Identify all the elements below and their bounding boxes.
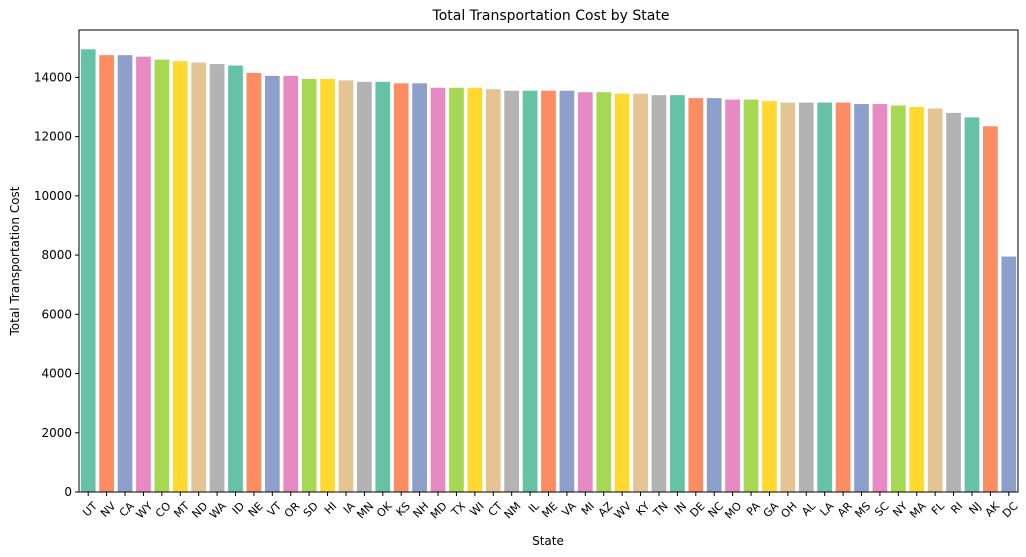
y-axis: 0 2000 4000 6000 8000 10000 12000 14000 (34, 70, 79, 499)
bar-ri (946, 112, 961, 493)
y-tick-label: 8000 (41, 248, 72, 262)
bar-oh (780, 102, 796, 492)
y-tick-label: 0 (64, 485, 72, 499)
bar-wa (209, 64, 225, 492)
bar-ms (854, 104, 869, 492)
bar-ks (393, 83, 409, 492)
bar-tx (449, 87, 464, 492)
bar-mn (357, 81, 372, 492)
bar-sc (872, 104, 888, 492)
bar-va (559, 90, 575, 493)
bar-ut (80, 49, 96, 492)
bar-ky (633, 93, 648, 493)
bar-mi (577, 92, 593, 492)
bar-ne (246, 72, 262, 492)
y-tick-label: 10000 (34, 189, 72, 203)
bar-wi (467, 87, 483, 492)
bar-mt (172, 61, 188, 492)
bar-ia (338, 80, 354, 492)
bar-ma (909, 107, 925, 492)
bar-nc (706, 98, 722, 493)
chart-title: Total Transportation Cost by State (432, 8, 670, 24)
y-tick-label: 6000 (41, 307, 72, 321)
y-axis-label: Total Transportation Cost (8, 186, 22, 336)
bar-pa (743, 99, 759, 492)
x-axis-label: State (532, 534, 564, 548)
y-tick-label: 14000 (34, 70, 72, 84)
bar-la (817, 102, 833, 492)
y-tick-label: 12000 (34, 130, 72, 144)
bar-de (688, 98, 704, 493)
bar-co (154, 59, 170, 493)
y-tick-label: 4000 (41, 367, 72, 381)
plot-frame (78, 29, 1019, 493)
bar-ct (485, 89, 501, 492)
bar-nm (504, 90, 520, 493)
y-tick-label: 2000 (41, 426, 72, 440)
bar-id (228, 65, 243, 492)
bar-il (522, 90, 538, 493)
bar-wy (136, 56, 151, 493)
bar-al (798, 102, 814, 492)
bar-in (670, 95, 685, 493)
bar-dc (1001, 256, 1017, 492)
bar-az (596, 92, 612, 492)
bar-sd (301, 78, 317, 493)
bar-ny (890, 105, 906, 493)
bar-me (541, 90, 556, 493)
bar-ak (983, 126, 998, 492)
bar-mo (725, 99, 740, 492)
bar-md (430, 87, 446, 492)
bar-nv (99, 55, 114, 493)
bars-group (80, 49, 1017, 493)
bar-ca (117, 55, 133, 493)
bar-ar (835, 102, 851, 492)
bar-vt (264, 75, 280, 493)
bar-fl (927, 108, 943, 492)
bar-hi (320, 78, 335, 493)
bar-or (283, 75, 299, 493)
bar-wv (614, 93, 630, 493)
bar-tn (651, 95, 667, 493)
bar-ga (762, 101, 777, 492)
bar-nj (964, 117, 980, 493)
bar-ok (375, 81, 391, 492)
bar-nd (191, 62, 207, 492)
bar-nh (412, 83, 427, 492)
